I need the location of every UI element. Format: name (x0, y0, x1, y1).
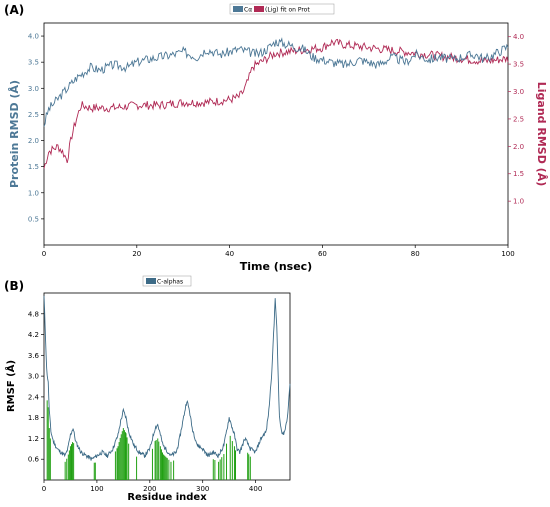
panel-a-y-tick-label: 3.0 (28, 85, 39, 93)
panel-a-x-tick-label: 40 (225, 250, 234, 258)
legend-swatch-calphas (146, 278, 156, 284)
panel-a-x-tick-label: 60 (318, 250, 327, 258)
panel-b-plot-area: 0 100 200 300 400 0.6 1.2 1.8 2.4 3.0 3.6 4.2 4.8 (28, 295, 291, 493)
panel-a-x-tick-label: 20 (132, 250, 141, 258)
panel-b-x-tick-label: 0 (42, 485, 46, 493)
legend-label-calphas: C-alphas (157, 279, 183, 286)
panel-a-x-tick-label: 100 (501, 250, 514, 258)
panel-b-y-tick-label: 4.2 (28, 331, 39, 339)
panel-a-y-tick-label: 2.0 (28, 137, 39, 145)
panel-a-legend-box (229, 3, 335, 15)
panel-b-y-tick-label: 3.6 (28, 352, 40, 360)
panel-a-y-tick-label: 3.5 (28, 59, 39, 67)
panel-b-y-axis-title: RMSF (Å) (4, 360, 17, 412)
legend-swatch-ligand (254, 6, 264, 12)
panel-a-y-tick-label: 1.5 (28, 163, 39, 171)
panel-b-legend-box (142, 275, 192, 287)
panel-b-x-tick-label: 200 (143, 485, 156, 493)
panel-a-y2-tick-label: 4.0 (513, 33, 524, 41)
panel-b-y-tick-label: 3.0 (28, 373, 39, 381)
panel-a-y2-tick-label: 1.5 (513, 170, 524, 178)
legend-swatch-calpha (233, 6, 243, 12)
panel-a-y2-tick-label: 3.0 (513, 88, 524, 96)
panel-b-label: (B) (4, 279, 24, 293)
panel-a-y-axis-title: Protein RMSD (Å) (8, 80, 21, 188)
panel-a-legend: Cα (Lig) fit on Prot (229, 3, 335, 15)
series-line-rmsf (43, 295, 291, 461)
panel-a-y2-tick-label: 2.0 (513, 143, 524, 151)
panel-a-plot-frame (43, 22, 509, 246)
panel-a-label: (A) (4, 3, 24, 17)
panel-b-x-axis-title: Residue index (127, 492, 207, 503)
panel-a-y-tick-label: 4.0 (28, 33, 39, 41)
panel-a-y2-tick-label: 3.5 (513, 61, 524, 69)
panel-b-y-tick-label: 1.8 (28, 414, 39, 422)
legend-label-ligand: (Lig) fit on Prot (265, 7, 310, 14)
panel-b-legend: C-alphas (142, 275, 192, 287)
panel-a-y-tick-label: 0.5 (28, 215, 39, 223)
panel-a-plot-area: 0 20 40 60 80 100 0.5 1.0 1.5 2.0 2.5 3.0 3.5 4.0 1.0 1… (28, 33, 524, 258)
panel-a-x-axis-title: Time (nsec) (240, 260, 312, 273)
panel-b-y-tick-label: 2.4 (28, 393, 40, 401)
panel-a-x-tick-label: 80 (411, 250, 420, 258)
panel-a-x-tick-label: 0 (42, 250, 46, 258)
panel-a-y-tick-label: 1.0 (28, 189, 39, 197)
panel-b-x-tick-label: 400 (249, 485, 262, 493)
panel-b-x-tick-label: 300 (196, 485, 209, 493)
series-line-ligand-rmsd (43, 38, 509, 169)
panel-a-y2-axis-title: Ligand RMSD (Å) (535, 82, 548, 186)
legend-label-calpha: Cα (244, 7, 252, 14)
panel-b-y-tick-label: 0.6 (28, 456, 40, 464)
panel-b-x-tick-label: 100 (90, 485, 103, 493)
panel-b-y-tick-label: 1.2 (28, 435, 39, 443)
panel-b-y-tick-label: 4.8 (28, 310, 39, 318)
panel-a-y2-tick-label: 1.0 (513, 198, 524, 206)
panel-a-y-tick-label: 2.5 (28, 111, 39, 119)
panel-a-y2-tick-label: 2.5 (513, 115, 524, 123)
series-line-protein-rmsd (43, 37, 509, 127)
